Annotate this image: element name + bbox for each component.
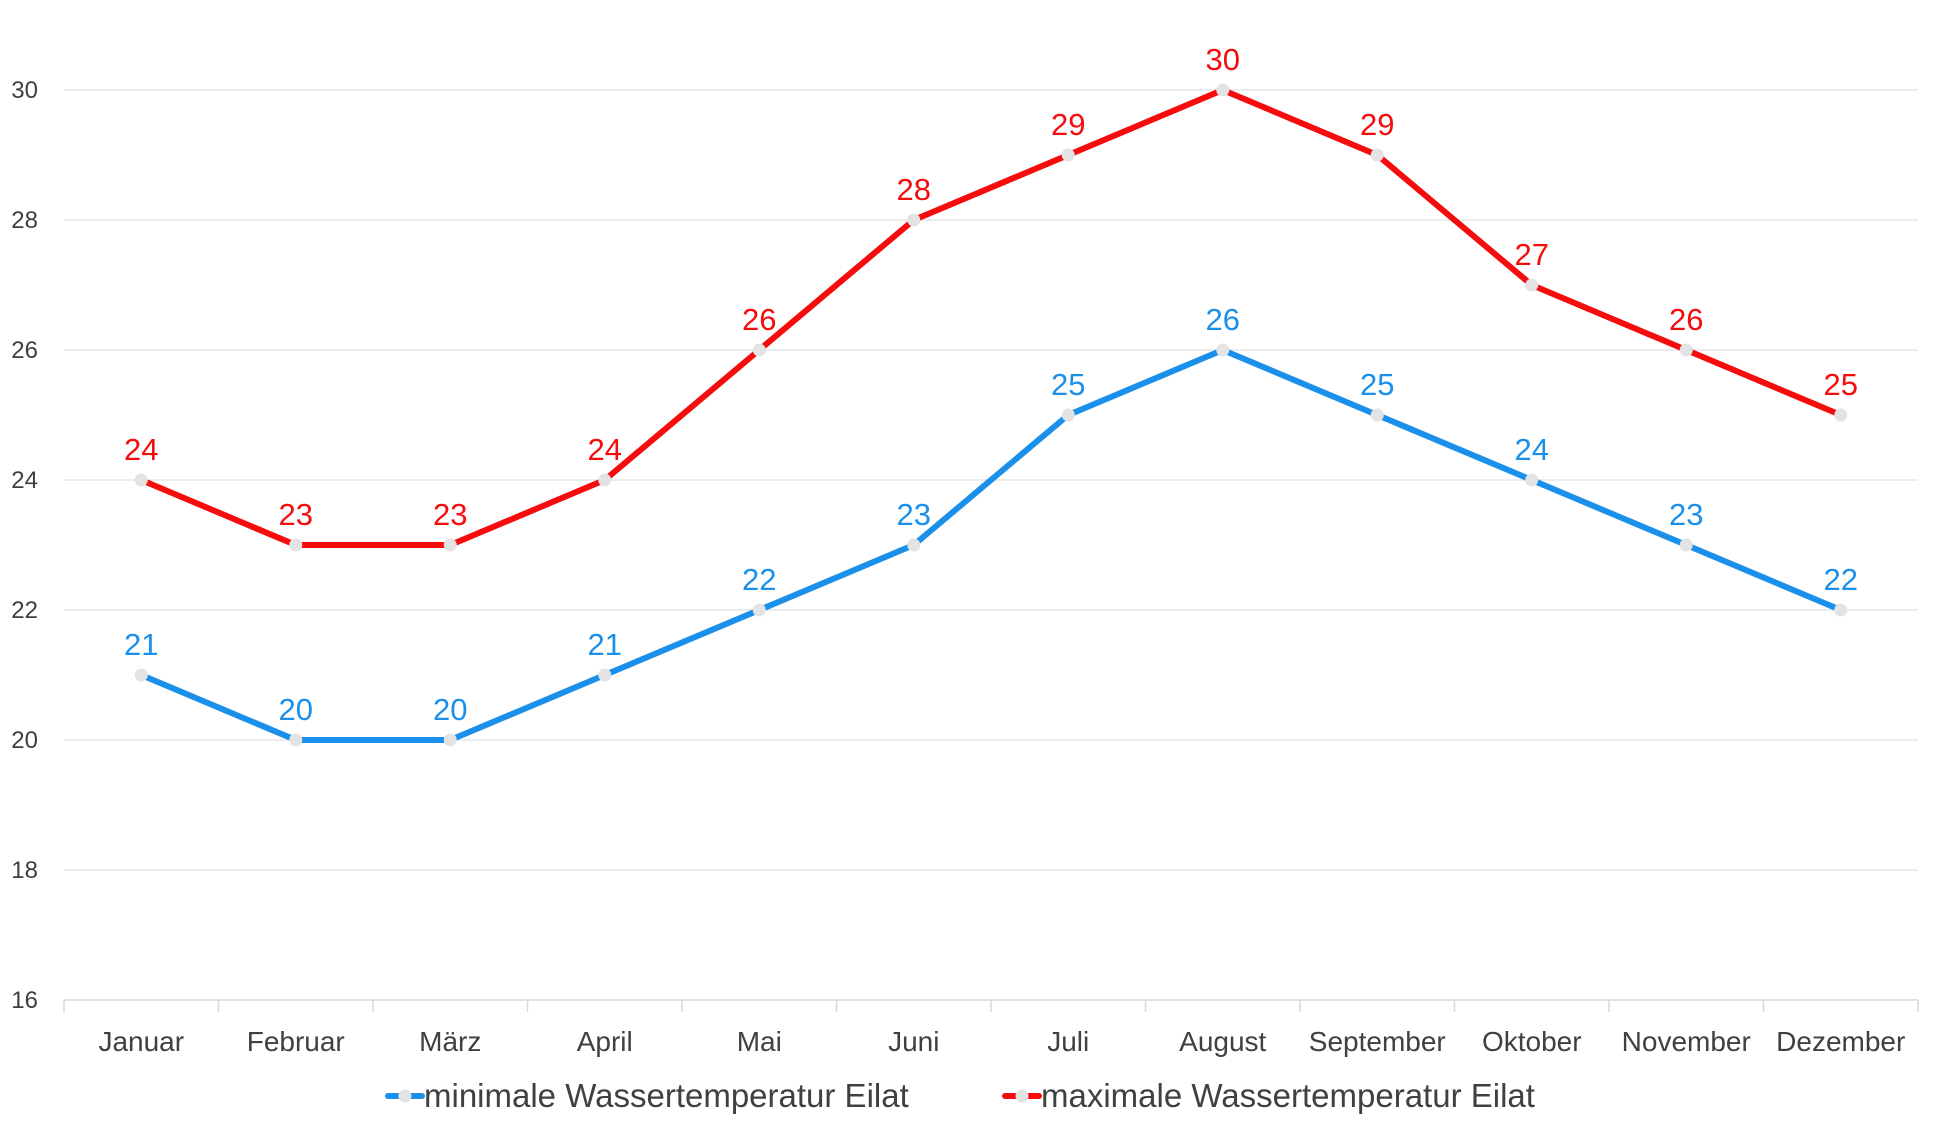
legend-label: maximale Wassertemperatur Eilat <box>1041 1077 1535 1114</box>
data-point <box>1216 83 1230 97</box>
data-label: 22 <box>1824 562 1858 597</box>
legend: minimale Wassertemperatur Eilat maximale … <box>385 1077 1535 1114</box>
x-tick-label: April <box>577 1026 633 1057</box>
data-point <box>907 538 921 552</box>
series-line <box>138 347 1844 743</box>
x-tick-label: März <box>419 1026 481 1057</box>
legend-marker <box>398 1089 412 1103</box>
data-point <box>1834 408 1848 422</box>
data-label: 29 <box>1051 107 1085 142</box>
y-tick-label: 24 <box>11 467 38 494</box>
legend-entry: minimale Wassertemperatur Eilat <box>385 1077 909 1114</box>
x-tick-label: September <box>1309 1026 1446 1057</box>
data-point <box>1061 148 1075 162</box>
data-point <box>443 538 457 552</box>
x-tick-label: Januar <box>98 1026 184 1057</box>
data-label: 21 <box>124 627 158 662</box>
data-point <box>1525 278 1539 292</box>
x-tick-label: Dezember <box>1776 1026 1905 1057</box>
y-tick-label: 26 <box>11 337 38 364</box>
data-point <box>1370 408 1384 422</box>
legend-label: minimale Wassertemperatur Eilat <box>424 1077 909 1114</box>
data-label: 24 <box>588 432 622 467</box>
data-point <box>1370 148 1384 162</box>
data-label: 23 <box>1669 497 1703 532</box>
data-point <box>907 213 921 227</box>
data-point <box>289 733 303 747</box>
data-label: 26 <box>1669 302 1703 337</box>
data-point <box>1216 343 1230 357</box>
data-point <box>134 668 148 682</box>
x-tick-label: November <box>1622 1026 1751 1057</box>
y-tick-label: 28 <box>11 207 38 234</box>
data-point <box>134 473 148 487</box>
data-label: 27 <box>1515 237 1549 272</box>
data-label: 20 <box>279 692 313 727</box>
y-tick-label: 30 <box>11 77 38 104</box>
data-point <box>752 343 766 357</box>
data-label: 25 <box>1824 367 1858 402</box>
data-label: 23 <box>279 497 313 532</box>
data-label: 30 <box>1206 42 1240 77</box>
data-label: 29 <box>1360 107 1394 142</box>
data-point <box>598 473 612 487</box>
legend-marker <box>1015 1089 1029 1103</box>
data-point <box>1525 473 1539 487</box>
data-point <box>1679 538 1693 552</box>
data-label: 25 <box>1360 367 1394 402</box>
data-point <box>1679 343 1693 357</box>
data-label: 24 <box>1515 432 1549 467</box>
data-label: 28 <box>897 172 931 207</box>
data-label: 26 <box>1206 302 1240 337</box>
data-point <box>289 538 303 552</box>
data-label: 22 <box>742 562 776 597</box>
data-label: 23 <box>897 497 931 532</box>
data-label: 24 <box>124 432 158 467</box>
x-tick-label: Juni <box>888 1026 939 1057</box>
data-label: 23 <box>433 497 467 532</box>
y-tick-label: 20 <box>11 727 38 754</box>
y-tick-label: 18 <box>11 857 38 884</box>
series-lines <box>134 83 1848 747</box>
data-label: 25 <box>1051 367 1085 402</box>
data-point <box>752 603 766 617</box>
data-point <box>598 668 612 682</box>
data-point <box>1834 603 1848 617</box>
x-tick-label: Oktober <box>1482 1026 1582 1057</box>
data-point <box>1061 408 1075 422</box>
x-tick-label: Juli <box>1047 1026 1089 1057</box>
x-tick-label: Februar <box>247 1026 345 1057</box>
x-tick-label: Mai <box>737 1026 782 1057</box>
series-line <box>138 87 1844 548</box>
data-label: 26 <box>742 302 776 337</box>
y-tick-label: 22 <box>11 597 38 624</box>
y-tick-label: 16 <box>11 987 38 1014</box>
data-point <box>443 733 457 747</box>
data-label: 21 <box>588 627 622 662</box>
legend-entry: maximale Wassertemperatur Eilat <box>1002 1077 1535 1114</box>
axes: 16 18 20 22 24 26 28 30 Januar Februar März April Ma… <box>11 77 1919 1057</box>
x-tick-label: August <box>1179 1026 1266 1057</box>
data-label: 20 <box>433 692 467 727</box>
data-labels: 21 20 20 21 22 23 25 26 25 24 23 22 24 23 23 24 26 28 29 30… <box>124 42 1858 727</box>
